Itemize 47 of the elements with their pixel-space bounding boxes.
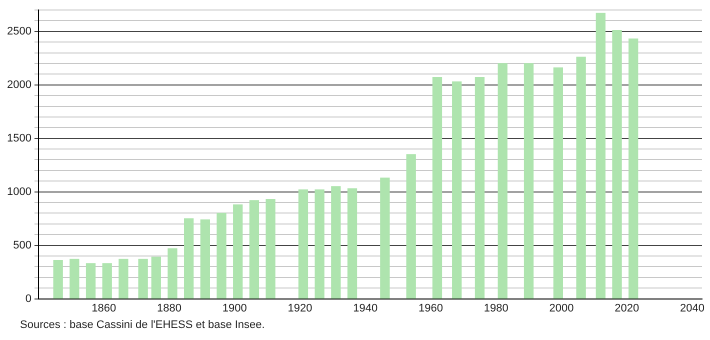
x-tick-label: 1860 <box>92 302 116 314</box>
bar <box>86 263 96 299</box>
bar <box>184 218 194 299</box>
x-tick-label: 1920 <box>288 302 312 314</box>
y-tick-label: 1000 <box>6 186 32 198</box>
bar <box>380 178 390 299</box>
bar <box>53 260 63 299</box>
bar <box>168 248 178 299</box>
bar <box>612 30 622 299</box>
bar <box>553 67 564 299</box>
x-tick-label: 1880 <box>156 302 182 314</box>
x-tick-label: 1900 <box>222 302 247 314</box>
bar <box>102 263 112 299</box>
x-tick-label: 1940 <box>353 302 378 314</box>
x-tick-label: 2040 <box>680 302 704 314</box>
source-note: Sources : base Cassini de l'EHESS et base Insee. <box>20 318 266 332</box>
bar <box>151 256 161 299</box>
bar <box>70 258 80 299</box>
bar <box>452 81 462 299</box>
x-tick-label: 2000 <box>549 302 574 314</box>
bar <box>216 212 226 299</box>
x-tick-label: 2020 <box>614 302 640 314</box>
x-tick-label: 1960 <box>418 302 443 314</box>
bar <box>266 198 276 299</box>
x-tick-label: 1980 <box>484 302 508 314</box>
bar <box>138 258 148 299</box>
y-tick-label: 2000 <box>6 78 32 91</box>
bar <box>118 258 128 299</box>
bar <box>249 200 260 299</box>
y-tick-label: 0 <box>25 292 32 305</box>
bar <box>331 186 341 299</box>
bar <box>432 77 442 299</box>
y-tick-label: 2500 <box>6 25 32 38</box>
bar <box>406 154 416 299</box>
bar <box>314 189 324 299</box>
bar <box>628 38 638 299</box>
bar <box>576 56 586 299</box>
bar <box>498 63 508 299</box>
bar <box>474 77 485 299</box>
y-tick-label: 500 <box>13 239 32 252</box>
bar <box>347 188 358 299</box>
bar <box>200 219 210 299</box>
bar <box>524 63 534 299</box>
bar <box>298 189 308 299</box>
bar <box>233 204 243 299</box>
y-tick-label: 1500 <box>6 132 32 144</box>
bar <box>596 12 606 299</box>
